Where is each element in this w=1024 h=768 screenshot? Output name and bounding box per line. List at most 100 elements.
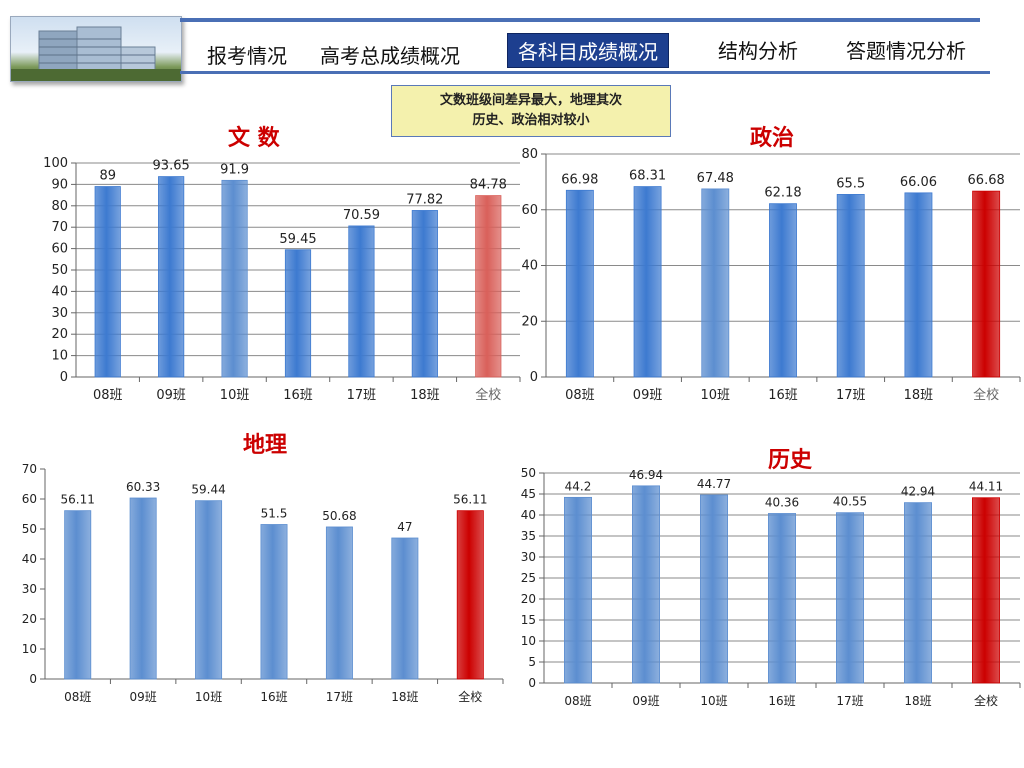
nav-tab-total-score[interactable]: 高考总成绩概况 [320,44,460,68]
x-category-label: 17班 [347,388,377,403]
data-label: 70.59 [343,208,380,223]
summary-note-line2: 历史、政治相对较小 [472,113,590,128]
y-tick-label: 80 [521,147,538,162]
x-category-label: 全校 [458,689,482,704]
bar-18班 [411,210,438,378]
y-tick-label: 60 [521,203,538,218]
x-category-label: 09班 [156,388,186,403]
nav-tab-registration[interactable]: 报考情况 [207,44,287,68]
bar-09班 [129,497,157,680]
x-category-label: 18班 [904,694,931,708]
y-tick-label: 40 [22,552,37,566]
header-divider-bottom [180,71,990,74]
x-category-label: 08班 [64,690,91,704]
bar-10班 [701,188,730,378]
y-tick-label: 50 [22,522,37,536]
bar-09班 [158,176,185,378]
y-tick-label: 0 [528,676,536,690]
data-label: 42.94 [901,485,935,499]
nav-tab-answer-analysis[interactable]: 答题情况分析 [846,39,966,63]
y-tick-label: 5 [528,655,536,669]
bar-17班 [348,225,375,378]
data-label: 47 [397,520,412,534]
data-label: 56.11 [61,493,95,507]
bar-全校 [475,195,502,378]
x-category-label: 10班 [220,388,250,403]
data-label: 66.06 [900,175,937,190]
y-tick-label: 0 [530,370,538,385]
chart-title-math: 文 数 [228,126,280,151]
building-logo [10,16,182,82]
data-label: 40.36 [765,495,799,509]
y-tick-label: 10 [521,634,536,648]
y-tick-label: 70 [51,220,68,235]
bar-08班 [94,186,121,378]
bar-10班 [700,494,729,684]
y-tick-label: 50 [521,466,536,480]
y-tick-label: 60 [22,492,37,506]
data-label: 51.5 [261,507,288,521]
y-tick-label: 45 [521,487,536,501]
x-category-label: 18班 [410,388,440,403]
bar-16班 [284,249,312,378]
x-category-label: 17班 [326,690,353,704]
data-label: 89 [99,169,116,184]
bar-18班 [904,502,933,684]
bar-17班 [836,512,865,684]
nav-tab-structure-analysis[interactable]: 结构分析 [718,39,798,63]
x-category-label: 09班 [130,690,157,704]
x-category-label: 全校 [475,387,501,403]
data-label: 66.68 [968,173,1005,188]
y-tick-label: 80 [51,199,68,214]
x-category-label: 09班 [632,694,659,708]
y-tick-label: 20 [51,327,68,342]
y-tick-label: 10 [51,349,68,364]
summary-note: 文数班级间差异最大，地理其次 历史、政治相对较小 [391,85,671,137]
bar-09班 [633,186,662,378]
x-category-label: 08班 [93,388,123,403]
y-tick-label: 35 [521,529,536,543]
data-label: 60.33 [126,480,160,494]
data-label: 66.98 [561,172,598,187]
chart-title-geography: 地理 [243,433,288,458]
bar-16班 [769,203,797,378]
data-label: 68.31 [629,169,666,184]
y-tick-label: 0 [60,370,68,385]
x-category-label: 08班 [564,694,591,708]
x-category-label: 全校 [973,387,999,403]
x-category-label: 17班 [836,388,866,403]
x-category-label: 16班 [768,694,795,708]
header-divider-top [180,18,980,22]
bar-08班 [564,496,593,684]
y-tick-label: 20 [22,612,37,626]
summary-note-line1: 文数班级间差异最大，地理其次 [439,93,622,108]
y-tick-label: 50 [51,263,68,278]
data-label: 40.55 [833,495,867,509]
y-tick-label: 20 [521,314,538,329]
nav-tab-subject-scores[interactable]: 各科目成绩概况 [507,33,669,68]
data-label: 56.11 [453,493,487,507]
x-category-label: 全校 [974,693,998,708]
x-category-label: 10班 [701,388,731,403]
data-label: 44.2 [565,479,592,493]
y-tick-label: 30 [22,582,37,596]
data-label: 50.68 [322,509,356,523]
y-tick-label: 30 [51,306,68,321]
bar-18班 [904,192,933,378]
data-label: 77.82 [406,192,443,207]
bar-18班 [391,537,419,680]
bar-16班 [260,524,288,680]
y-tick-label: 10 [22,642,37,656]
x-category-label: 10班 [700,694,727,708]
x-category-label: 08班 [565,388,595,403]
y-tick-label: 20 [521,592,536,606]
bar-08班 [64,510,92,680]
x-category-label: 18班 [391,690,418,704]
y-tick-label: 40 [521,259,538,274]
data-label: 44.11 [969,480,1003,494]
x-category-label: 16班 [768,388,798,403]
